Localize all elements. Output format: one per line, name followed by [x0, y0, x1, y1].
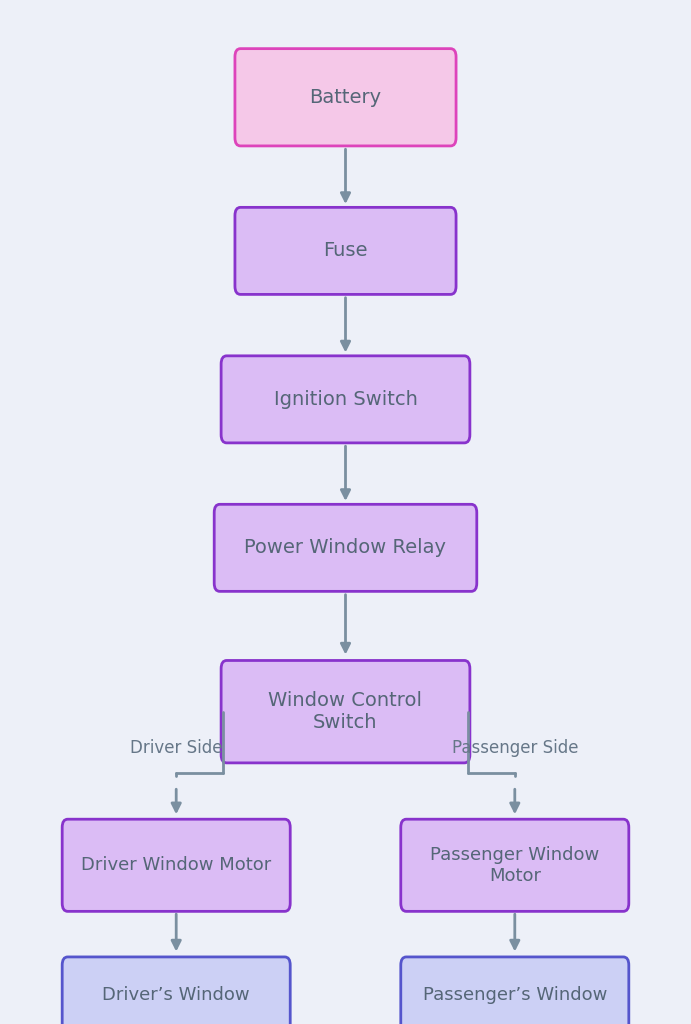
Text: Driver Window Motor: Driver Window Motor — [81, 856, 272, 874]
Text: Battery: Battery — [310, 88, 381, 106]
Text: Power Window Relay: Power Window Relay — [245, 539, 446, 557]
Text: Ignition Switch: Ignition Switch — [274, 390, 417, 409]
Text: Driver Side: Driver Side — [130, 738, 223, 757]
Text: Fuse: Fuse — [323, 242, 368, 260]
FancyBboxPatch shape — [221, 356, 470, 442]
FancyBboxPatch shape — [62, 819, 290, 911]
Text: Driver’s Window: Driver’s Window — [102, 986, 250, 1005]
FancyBboxPatch shape — [235, 48, 456, 145]
FancyBboxPatch shape — [221, 660, 470, 763]
Text: Passenger’s Window: Passenger’s Window — [423, 986, 607, 1005]
Text: Passenger Window
Motor: Passenger Window Motor — [430, 846, 599, 885]
Text: Passenger Side: Passenger Side — [451, 738, 578, 757]
Text: Window Control
Switch: Window Control Switch — [269, 691, 422, 732]
FancyBboxPatch shape — [62, 956, 290, 1024]
FancyBboxPatch shape — [235, 207, 456, 295]
FancyBboxPatch shape — [401, 956, 629, 1024]
FancyBboxPatch shape — [401, 819, 629, 911]
FancyBboxPatch shape — [214, 504, 477, 591]
